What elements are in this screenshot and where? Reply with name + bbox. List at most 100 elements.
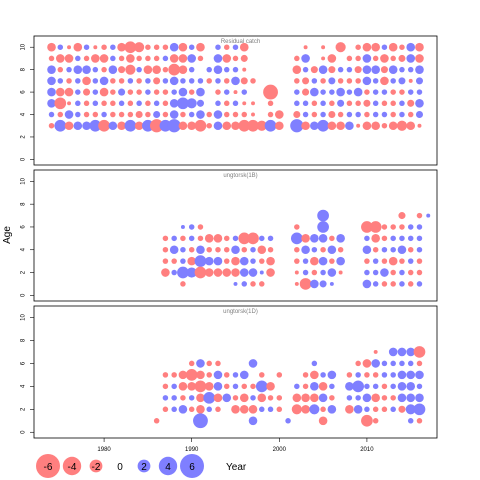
residual-bubble	[353, 405, 363, 414]
residual-bubble	[381, 89, 388, 95]
legend-bubble	[180, 454, 204, 478]
residual-bubble	[248, 416, 258, 426]
residual-bubble	[231, 121, 240, 131]
residual-bubble	[92, 66, 99, 73]
residual-bubble	[275, 110, 284, 119]
residual-bubble	[99, 54, 109, 63]
residual-bubble	[397, 370, 407, 380]
residual-bubble	[417, 123, 422, 128]
residual-bubble	[169, 99, 179, 108]
residual-bubble	[294, 89, 300, 95]
residual-bubble	[64, 121, 74, 131]
residual-bubble	[399, 235, 405, 242]
residual-bubble	[110, 55, 116, 62]
residual-bubble	[251, 112, 255, 117]
residual-bubble	[54, 97, 67, 110]
residual-bubble	[153, 100, 160, 107]
residual-bubble	[89, 119, 102, 132]
residual-bubble	[153, 55, 160, 62]
residual-bubble	[320, 246, 326, 253]
residual-bubble	[241, 111, 248, 118]
residual-bubble	[302, 77, 310, 85]
residual-bubble	[381, 122, 388, 129]
residual-bubble	[259, 372, 265, 378]
residual-bubble	[188, 246, 195, 253]
residual-bubble	[127, 100, 134, 107]
residual-bubble	[186, 98, 197, 109]
residual-bubble	[372, 258, 379, 264]
panel-title: ungtorsk(1B)	[223, 173, 257, 179]
residual-bubble	[134, 42, 145, 53]
panel: Residual catch 0 2 4 6 8 10	[21, 35, 438, 166]
residual-bubble	[362, 65, 372, 74]
residual-bubble	[416, 246, 423, 253]
residual-bubble	[338, 270, 343, 275]
residual-bubble	[206, 122, 212, 129]
residual-bubble	[321, 45, 326, 50]
residual-bubble	[416, 235, 423, 242]
residual-bubble	[369, 221, 382, 233]
residual-bubble	[259, 281, 265, 287]
residual-bubble	[364, 406, 370, 413]
residual-bubble	[118, 88, 126, 96]
residual-bubble	[92, 78, 99, 84]
residual-bubble	[345, 121, 354, 131]
residual-bubble	[329, 383, 335, 390]
residual-bubble	[266, 382, 275, 391]
residual-bubble	[57, 44, 64, 50]
residual-bubble	[66, 66, 72, 73]
y-tick-label: 10	[21, 177, 27, 184]
residual-bubble	[310, 121, 319, 131]
residual-bubble	[257, 393, 267, 403]
residual-bubble	[285, 418, 291, 424]
residual-bubble	[388, 256, 398, 266]
residual-bubble	[372, 383, 379, 390]
residual-bubble	[346, 111, 353, 118]
residual-bubble	[145, 55, 151, 62]
panel-frame	[33, 35, 438, 166]
residual-bubble	[390, 89, 396, 95]
residual-bubble	[101, 100, 107, 107]
residual-bubble	[381, 100, 388, 107]
residual-bubble	[256, 120, 267, 131]
residual-bubble	[169, 245, 179, 255]
residual-bubble	[213, 121, 223, 131]
legend-bubble	[36, 454, 60, 478]
legend-label: -4	[68, 462, 77, 473]
residual-bubble	[204, 382, 214, 391]
residual-bubble	[311, 269, 318, 276]
residual-bubble	[397, 347, 407, 357]
residual-bubble	[188, 111, 195, 118]
residual-bubble	[152, 65, 161, 74]
residual-bubble	[294, 281, 299, 286]
residual-bubble	[259, 258, 265, 264]
residual-bubble	[329, 281, 334, 286]
residual-bubble	[92, 111, 99, 118]
residual-bubble	[328, 110, 336, 119]
y-tick-label: 4	[21, 247, 27, 251]
residual-bubble	[188, 44, 195, 50]
residual-bubble	[415, 110, 424, 119]
residual-bubble	[250, 383, 256, 390]
residual-bubble	[93, 45, 98, 50]
residual-bubble	[204, 256, 214, 266]
residual-bubble	[98, 119, 110, 132]
residual-bubble	[213, 370, 223, 380]
residual-bubble	[242, 67, 247, 72]
residual-bubble	[232, 111, 239, 118]
residual-bubble	[223, 66, 230, 73]
residual-bubble	[206, 246, 212, 253]
residual-bubble	[75, 78, 81, 84]
y-tick-label: 4	[21, 384, 27, 388]
residual-bubble	[362, 245, 372, 255]
residual-bubble	[118, 66, 126, 74]
residual-bubble	[223, 258, 230, 264]
y-tick-label: 0	[21, 430, 27, 434]
residual-bubble	[406, 42, 416, 52]
residual-bubble	[177, 266, 189, 279]
residual-bubble	[397, 245, 407, 255]
residual-bubble	[362, 121, 372, 131]
residual-bubble	[171, 372, 177, 378]
residual-bubble	[242, 101, 247, 106]
residual-bubble	[196, 405, 205, 414]
